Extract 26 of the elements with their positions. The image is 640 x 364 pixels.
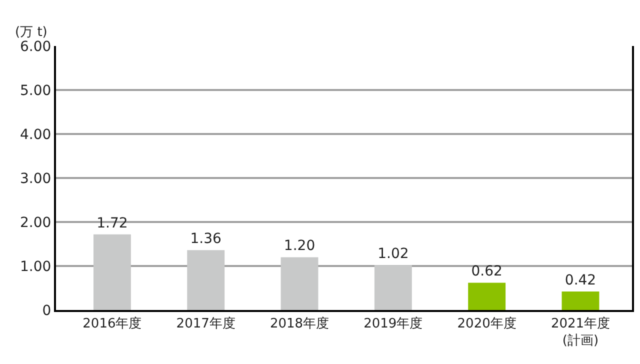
- x-tick-label: 2016年度: [82, 316, 142, 332]
- y-tick-label: 3.00: [20, 170, 52, 187]
- bar: [374, 265, 412, 310]
- x-tick-label: 2019年度: [364, 316, 423, 332]
- data-label: 1.36: [190, 231, 222, 248]
- bar: [93, 234, 131, 310]
- x-tick-label: 2021年度 (計画): [550, 316, 610, 348]
- y-tick-label: 6.00: [20, 38, 52, 55]
- data-label: 0.62: [471, 264, 502, 280]
- y-tick-label: 0: [42, 302, 52, 319]
- data-label: 0.42: [564, 272, 596, 289]
- bar: [280, 257, 318, 310]
- bar: [562, 292, 600, 310]
- bar: [468, 282, 506, 310]
- y-tick-label: 1.00: [20, 258, 52, 275]
- y-tick-label: 4.00: [20, 126, 52, 143]
- data-label: 1.20: [284, 238, 316, 254]
- x-tick-label: 2018年度: [270, 316, 330, 332]
- y-axis-title: (万 t): [15, 25, 48, 40]
- data-label: 1.72: [96, 215, 128, 232]
- x-tick-label: 2020年度: [457, 316, 516, 332]
- y-tick-label: 2.00: [20, 214, 52, 231]
- x-tick-label: 2017年度: [176, 316, 236, 332]
- bar: [187, 250, 225, 310]
- data-label: 1.02: [378, 246, 409, 262]
- y-tick-label: 5.00: [20, 82, 52, 99]
